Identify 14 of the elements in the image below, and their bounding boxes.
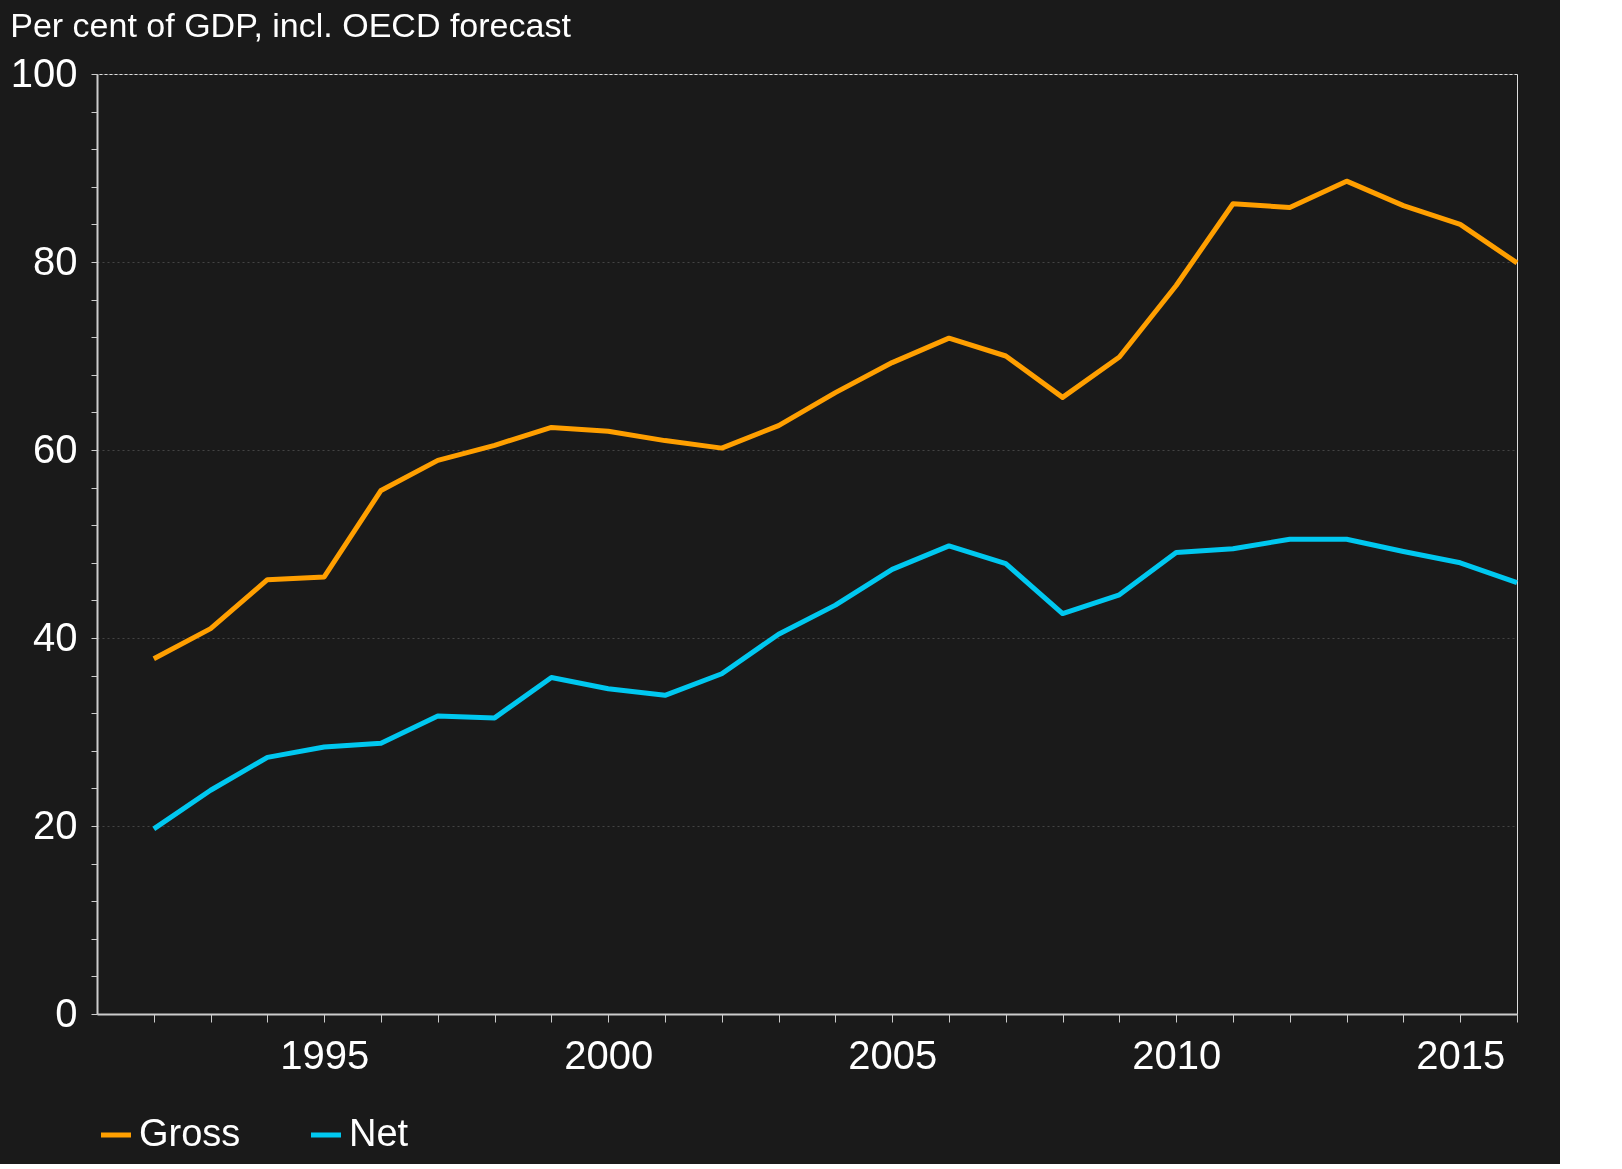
y-tick-label: 40	[33, 614, 78, 659]
x-tick-label: 2015	[1416, 1032, 1506, 1077]
y-tick-label: 60	[33, 426, 78, 471]
x-tick-label: 2005	[848, 1032, 938, 1077]
chart-title: Per cent of GDP, incl. OECD forecast	[10, 6, 572, 44]
x-tick-label: 2000	[564, 1032, 654, 1077]
y-tick-label: 20	[33, 802, 78, 847]
x-tick-label: 1995	[280, 1032, 370, 1077]
x-tick-label: 2010	[1132, 1032, 1222, 1077]
y-tick-label: 100	[10, 50, 78, 95]
legend-label: Net	[349, 1112, 409, 1154]
y-tick-label: 0	[55, 990, 78, 1035]
y-tick-label: 80	[33, 238, 78, 283]
legend-label: Gross	[139, 1112, 241, 1154]
